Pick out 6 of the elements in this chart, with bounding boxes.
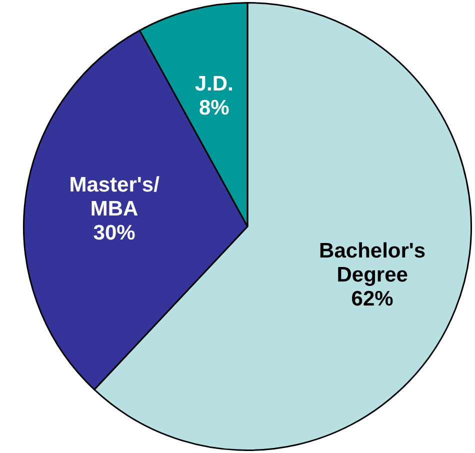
data-label: 8% — [198, 96, 230, 120]
data-label: 30% — [93, 221, 136, 244]
slice-label: J.D. — [194, 72, 234, 96]
slice-label: Bachelor's Degree — [319, 240, 426, 287]
data-label: 62% — [351, 288, 394, 311]
slice-label: Master's/MBA — [69, 173, 160, 220]
